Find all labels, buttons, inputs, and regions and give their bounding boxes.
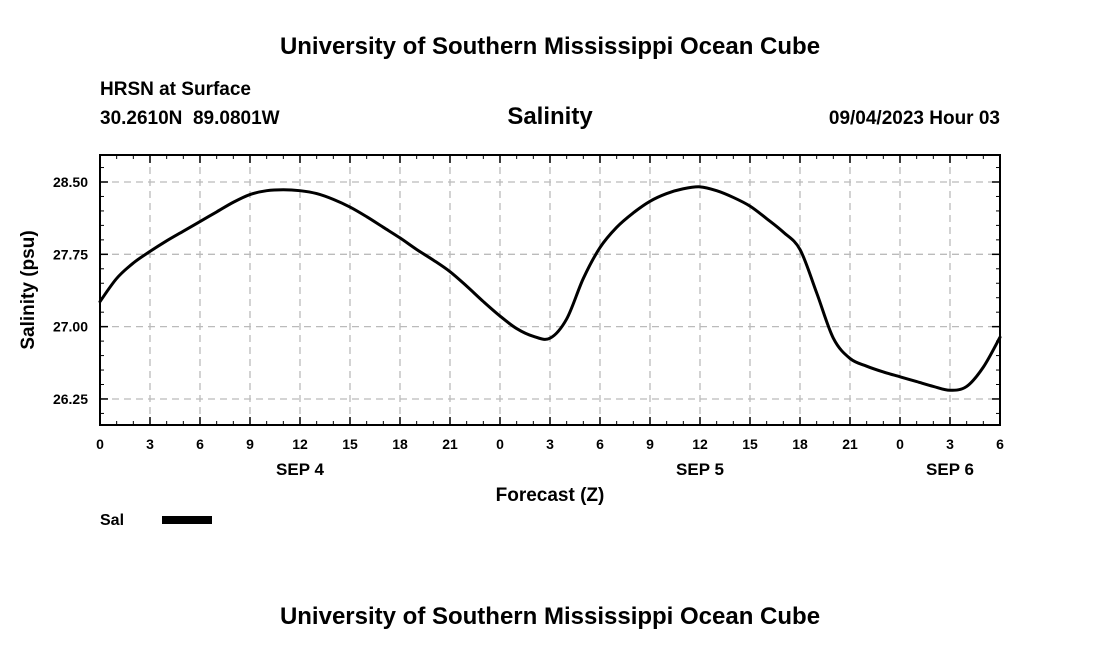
x-tick-label: 9 [646,436,654,452]
y-tick-label: 28.50 [53,174,88,190]
chart-variable-title: Salinity [507,103,593,130]
x-tick-label: 15 [342,436,358,452]
x-tick-label: 21 [842,436,858,452]
x-axis-label: Forecast (Z) [496,485,605,506]
x-tick-label: 0 [496,436,504,452]
x-tick-label: 0 [896,436,904,452]
x-tick-label: 9 [246,436,254,452]
date-label: SEP 4 [276,460,324,479]
date-label: SEP 5 [676,460,724,479]
x-tick-label: 15 [742,436,758,452]
x-tick-label: 3 [146,436,154,452]
y-tick-label: 27.75 [53,246,88,262]
chart-title-top: University of Southern Mississippi Ocean… [280,33,820,60]
y-axis-label: Salinity (psu) [18,230,39,349]
station-coordinates: 30.2610N 89.0801W [100,108,280,129]
date-label: SEP 6 [926,460,974,479]
x-tick-label: 18 [792,436,808,452]
x-axis-date-labels: SEP 4 SEP 5 SEP 6 [276,460,974,479]
x-tick-label: 3 [946,436,954,452]
x-tick-label: 6 [596,436,604,452]
x-tick-label: 3 [546,436,554,452]
axis-ticks [99,155,1001,425]
x-tick-label: 0 [96,436,104,452]
x-tick-label: 18 [392,436,408,452]
salinity-series-line [98,185,1002,392]
x-tick-label: 12 [292,436,308,452]
x-tick-label: 6 [196,436,204,452]
legend-label: Sal [100,512,124,529]
x-tick-label: 21 [442,436,458,452]
y-tick-label: 27.00 [53,319,88,335]
grid-lines [100,155,1000,425]
chart-title-bottom: University of Southern Mississippi Ocean… [280,603,820,630]
x-axis-tick-labels: 0 3 6 9 12 15 18 21 0 3 6 9 12 15 18 21 0 3 6 [96,436,1004,452]
y-tick-label: 26.25 [53,391,88,407]
forecast-datetime: 09/04/2023 Hour 03 [829,108,1000,129]
x-tick-label: 6 [996,436,1004,452]
x-tick-label: 12 [692,436,708,452]
y-axis-tick-labels: 26.25 27.00 27.75 28.50 [53,174,88,407]
station-label: HRSN at Surface [100,79,251,100]
